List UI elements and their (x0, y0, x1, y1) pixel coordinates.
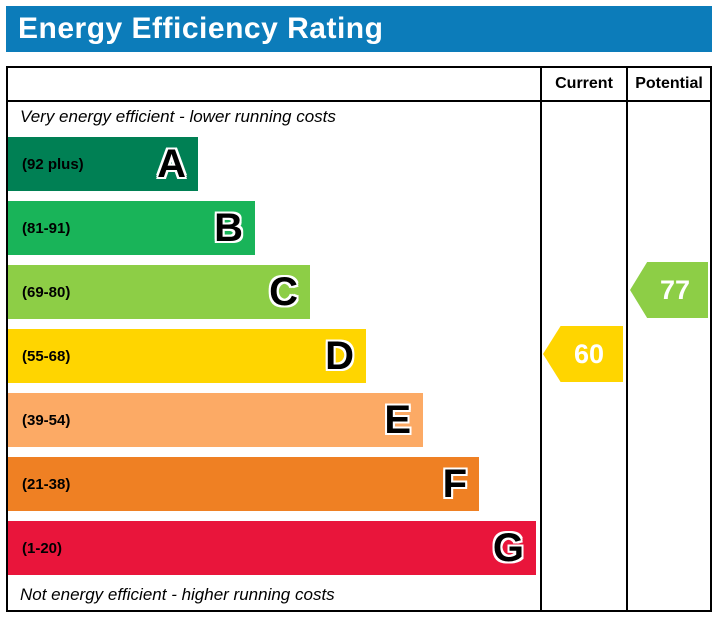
band-e-bar: (39-54) E (8, 393, 423, 447)
column-divider-current (540, 68, 542, 610)
band-row-c: (69-80) C (8, 260, 710, 324)
title-bar: Energy Efficiency Rating (6, 6, 712, 52)
potential-rating-marker: 77 (630, 262, 708, 318)
current-column-header: Current (555, 75, 613, 92)
band-row-a: (92 plus) A (8, 132, 710, 196)
band-row-f: (21-38) F (8, 452, 710, 516)
current-rating-value: 60 (573, 338, 605, 369)
band-a-range: (92 plus) (22, 155, 84, 173)
band-d-letter: D (325, 334, 354, 378)
band-a-letter: A (157, 142, 186, 186)
potential-rating-value: 77 (659, 274, 691, 305)
band-c-range: (69-80) (22, 283, 71, 301)
band-b-letter: B (214, 206, 243, 250)
potential-column-header: Potential (635, 75, 703, 92)
band-f-letter: F (442, 462, 467, 506)
band-f-bar: (21-38) F (8, 457, 479, 511)
band-d-bar: (55-68) D (8, 329, 366, 383)
band-e-range: (39-54) (22, 411, 71, 429)
band-g-letter: G (492, 526, 524, 570)
band-g-bar: (1-20) G (8, 521, 536, 575)
band-row-d: (55-68) D (8, 324, 710, 388)
band-row-b: (81-91) B (8, 196, 710, 260)
epc-chart: Current Potential Very energy efficient … (6, 66, 712, 612)
band-g-range: (1-20) (22, 539, 63, 557)
page-title: Energy Efficiency Rating (18, 12, 384, 45)
band-c-letter: C (269, 270, 298, 314)
band-e-letter: E (384, 398, 411, 442)
band-b-range: (81-91) (22, 219, 71, 237)
top-note: Very energy efficient - lower running co… (20, 107, 336, 126)
chart-header-row: Current Potential (8, 68, 710, 102)
band-row-g: (1-20) G (8, 516, 710, 580)
bottom-note: Not energy efficient - higher running co… (20, 585, 335, 604)
band-row-e: (39-54) E (8, 388, 710, 452)
column-divider-potential (626, 68, 628, 610)
band-b-bar: (81-91) B (8, 201, 255, 255)
current-rating-marker: 60 (543, 326, 623, 382)
band-d-range: (55-68) (22, 347, 71, 365)
band-c-bar: (69-80) C (8, 265, 310, 319)
band-a-bar: (92 plus) A (8, 137, 198, 191)
band-f-range: (21-38) (22, 475, 71, 493)
